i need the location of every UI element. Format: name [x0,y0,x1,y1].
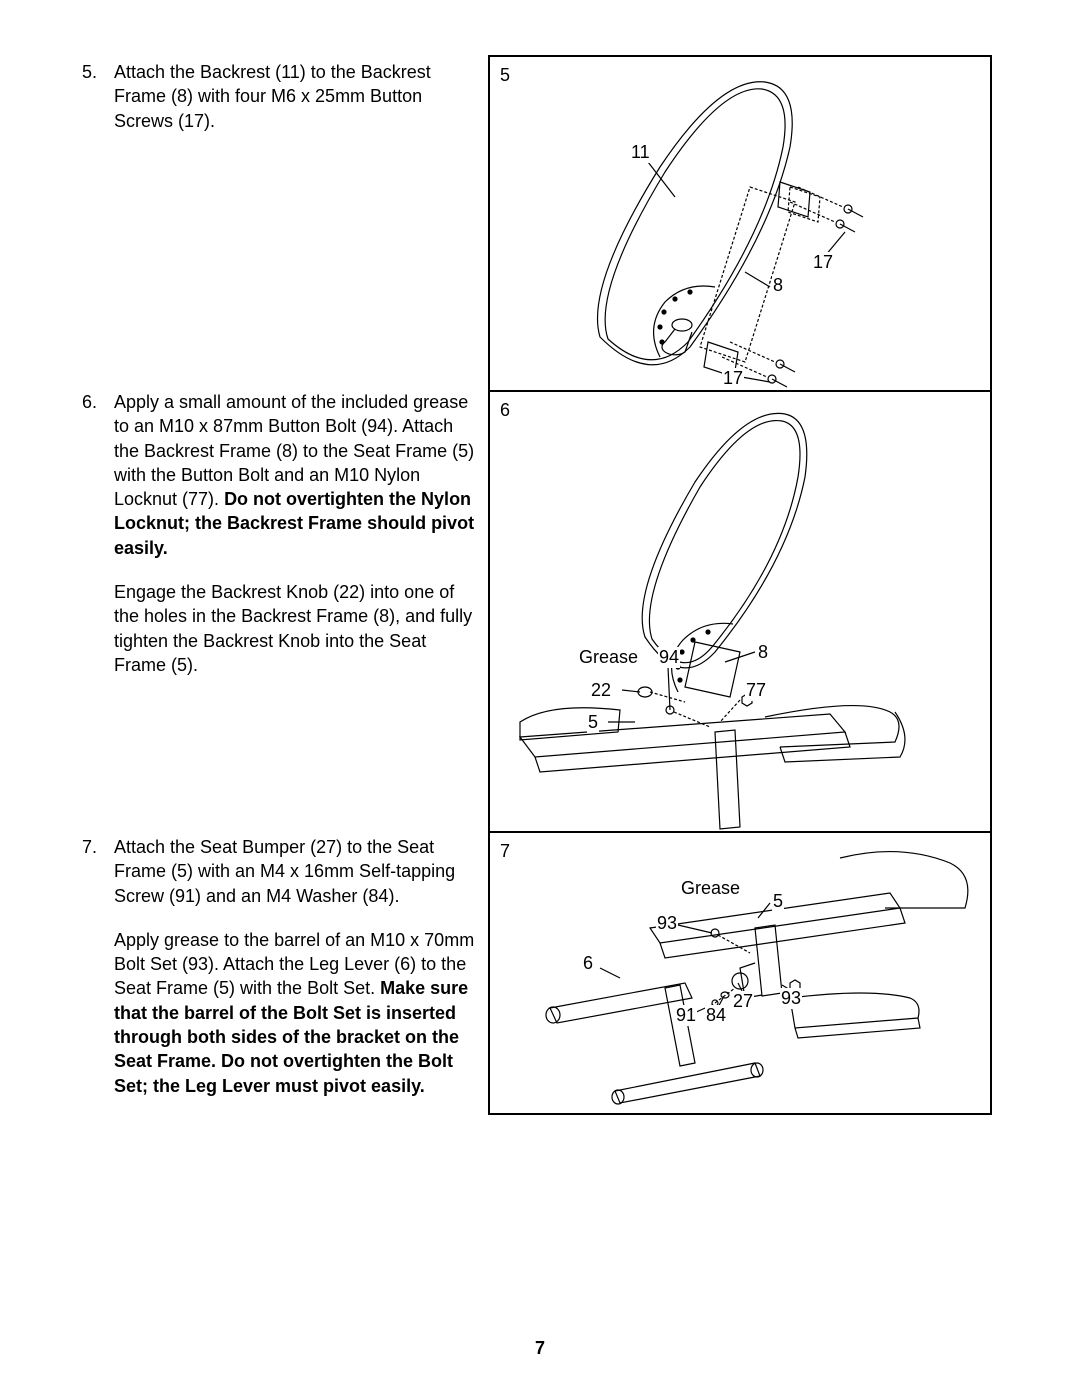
step-7-p1: Attach the Seat Bumper (27) to the Seat … [114,835,482,908]
callout-93-top: 93 [656,913,678,934]
step-7-p2: Apply grease to the barrel of an M10 x 7… [114,928,482,1098]
callout-84: 84 [705,1005,727,1026]
step-5-p1: Attach the Backrest (11) to the Backrest… [114,60,482,133]
callout-5-7: 5 [772,891,784,912]
step-7-number: 7. [82,835,114,1118]
callout-27: 27 [732,991,754,1012]
step-6-number: 6. [82,390,114,697]
diagram-5-svg [490,57,994,392]
diagram-7-svg [490,833,994,1117]
step-6-body: Apply a small amount of the included gre… [114,390,482,697]
page-number: 7 [0,1338,1080,1359]
step-6-p1: Apply a small amount of the included gre… [114,390,482,560]
diagram-column: 5 [488,55,992,1115]
step-5-number: 5. [82,60,114,153]
callout-grease-7: Grease [680,878,741,899]
callout-17-upper: 17 [812,252,834,273]
diagram-5: 5 [488,55,992,390]
callout-8: 8 [772,275,784,296]
callout-93-bot: 93 [780,988,802,1009]
diagram-7: 7 [488,831,992,1115]
callout-11: 11 [630,142,651,163]
callout-22: 22 [590,680,612,701]
step-5-text: 5. Attach the Backrest (11) to the Backr… [82,60,482,153]
step-7-text: 7. Attach the Seat Bumper (27) to the Se… [82,835,482,1118]
callout-5-6: 5 [587,712,599,733]
step-6-p2: Engage the Backrest Knob (22) into one o… [114,580,482,677]
step-7-body: Attach the Seat Bumper (27) to the Seat … [114,835,482,1118]
callout-grease-6: Grease [578,647,639,668]
diagram-6-svg [490,392,994,833]
diagram-6: 6 [488,390,992,831]
callout-94: 94 [658,647,680,668]
page: 5. Attach the Backrest (11) to the Backr… [0,0,1080,1397]
callout-6: 6 [582,953,594,974]
callout-17-lower: 17 [722,368,744,389]
callout-77: 77 [745,680,767,701]
step-6-text: 6. Apply a small amount of the included … [82,390,482,697]
step-5-body: Attach the Backrest (11) to the Backrest… [114,60,482,153]
callout-8-6: 8 [757,642,769,663]
callout-91: 91 [675,1005,697,1026]
